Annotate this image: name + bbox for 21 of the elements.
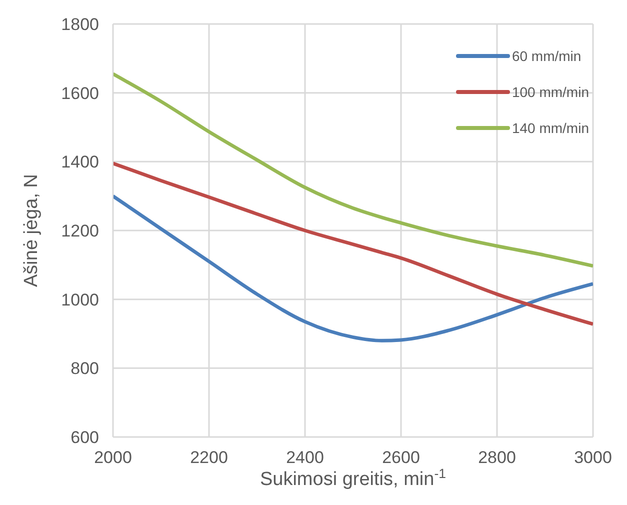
line-series	[113, 72, 593, 268]
x-tick-label: 2600	[382, 448, 420, 468]
x-tick-label: 3000	[574, 448, 612, 468]
line-series	[113, 162, 593, 326]
x-tick-label: 2400	[286, 448, 324, 468]
y-axis-title: Ašinė jėga, N	[21, 174, 42, 288]
x-tick-label: 2800	[478, 448, 516, 468]
y-tick-label: 800	[70, 359, 99, 378]
y-tick-label: 1000	[61, 290, 99, 310]
legend-label: 60 mm/min	[512, 48, 582, 64]
y-tick-label: 1600	[61, 84, 99, 103]
x-tick-label: 2000	[94, 448, 132, 468]
y-tick-label: 1400	[61, 152, 99, 172]
legend-label: 140 mm/min	[512, 120, 589, 136]
y-tick-label: 600	[70, 428, 99, 448]
legend-label: 100 mm/min	[512, 84, 589, 100]
y-tick-label: 1800	[61, 15, 99, 34]
x-tick-label: 2200	[190, 448, 228, 468]
y-tick-label: 1200	[61, 222, 99, 241]
line-series	[113, 194, 593, 342]
x-axis-title: Sukimosi greitis, min$^{-1}$	[260, 466, 446, 490]
